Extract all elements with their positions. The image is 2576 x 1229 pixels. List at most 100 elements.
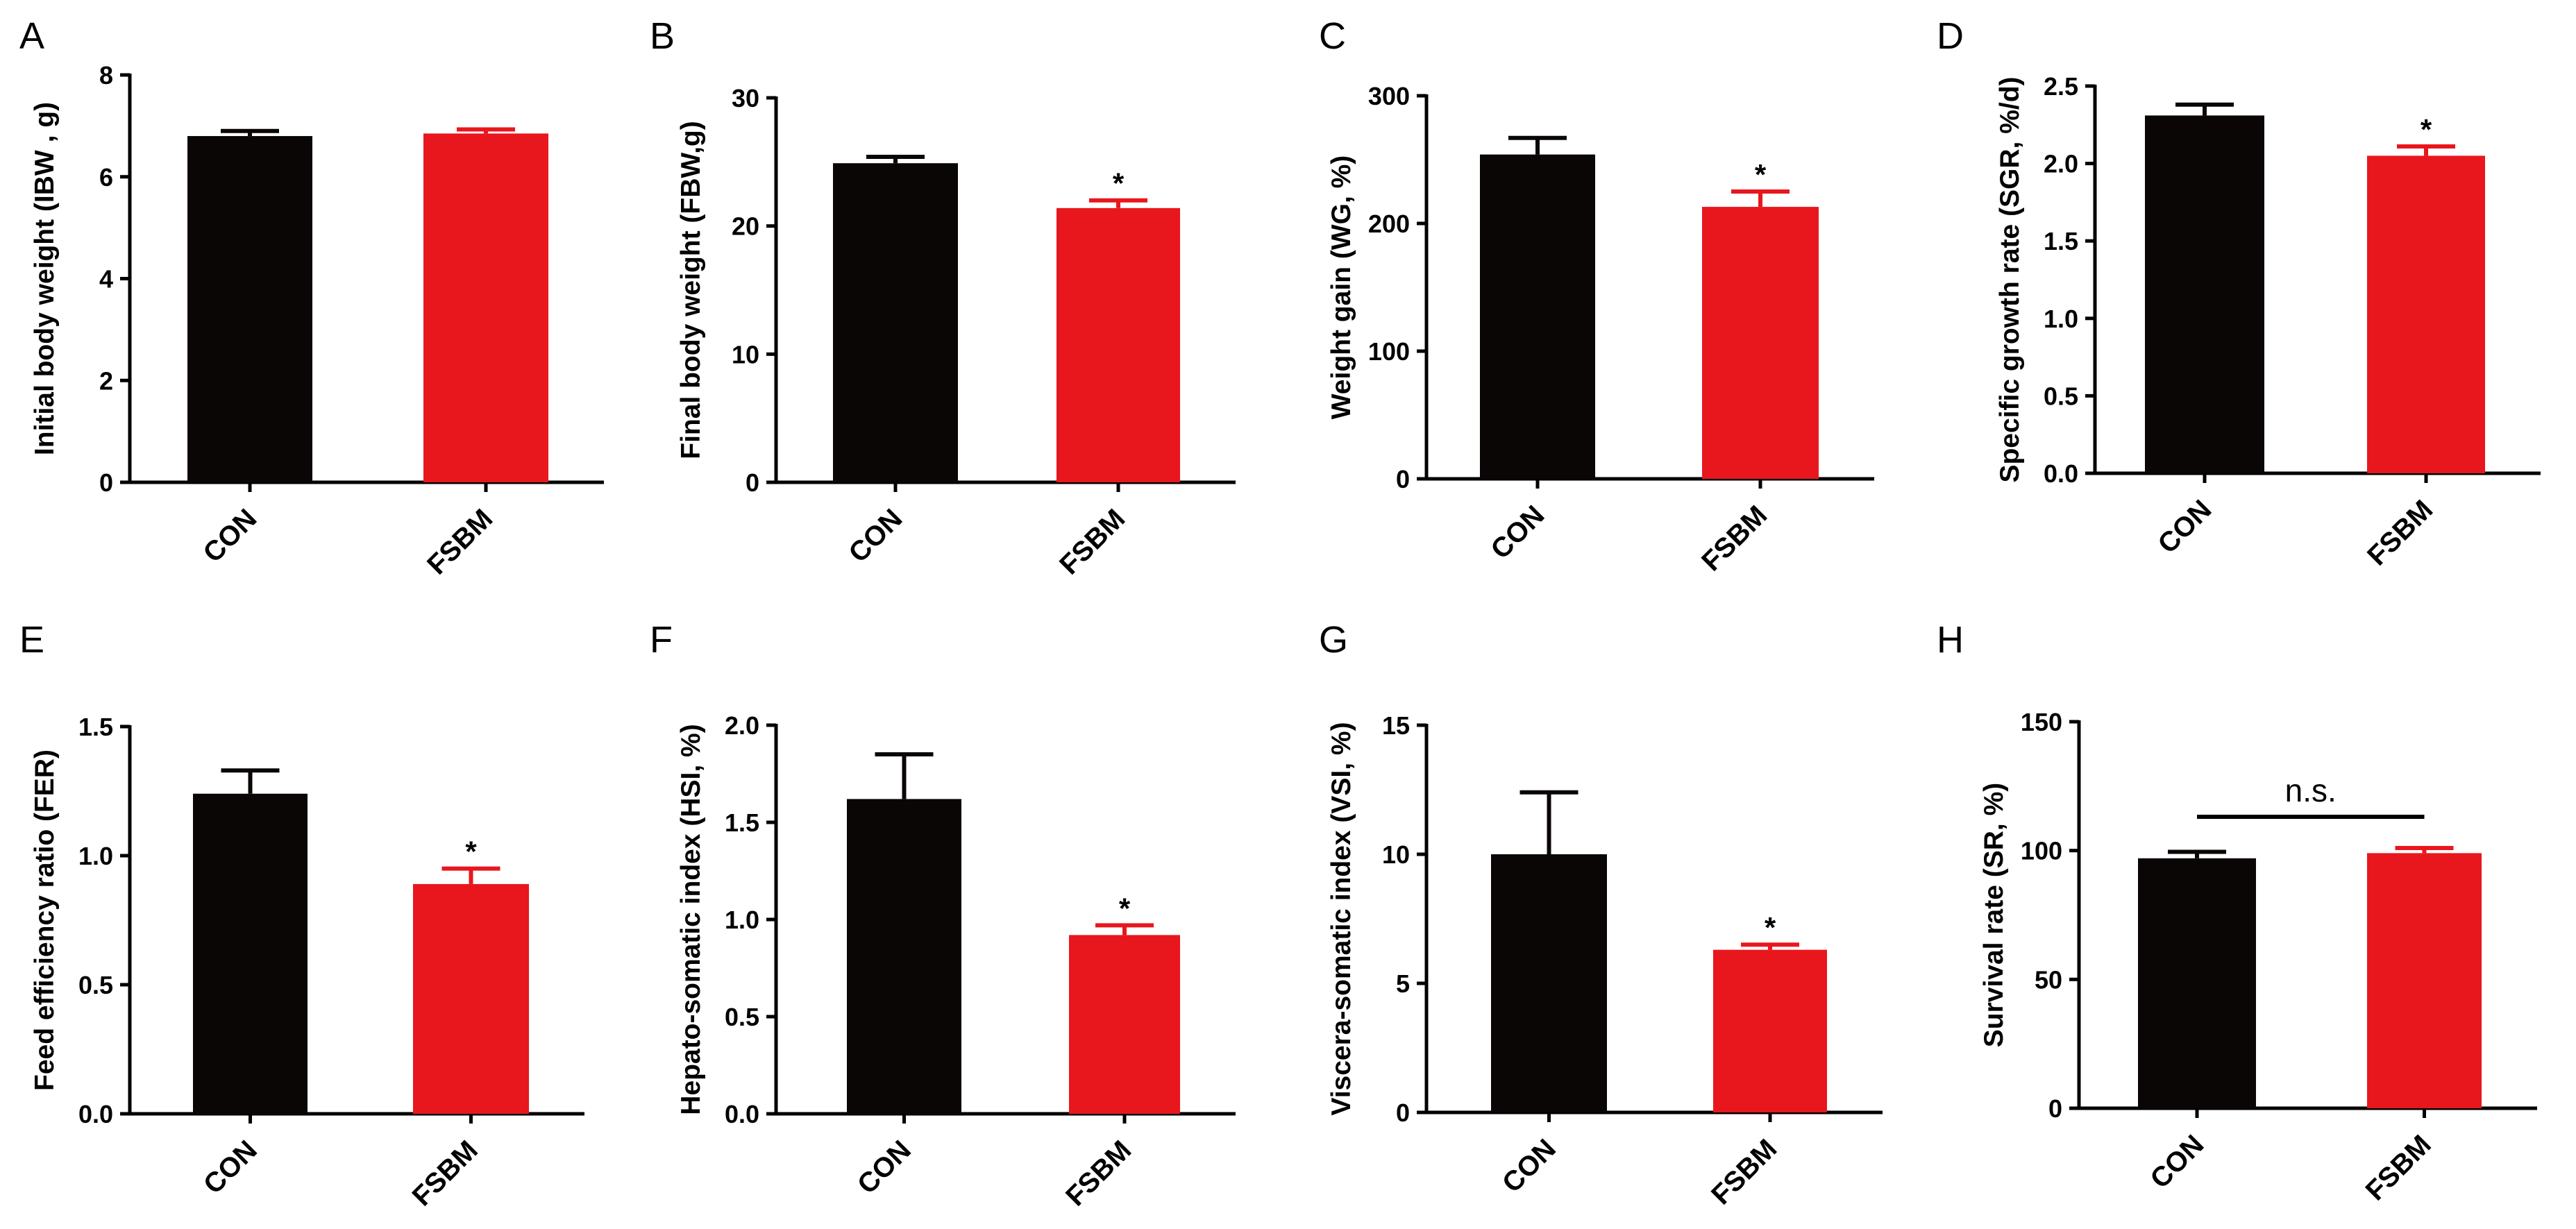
y-tick-label: 0.0 bbox=[2044, 459, 2078, 488]
category-label-con: CON bbox=[1497, 1133, 1562, 1198]
panel-g: G 0 5 10 15 Viscera-somatic index (VSI, %) CON… bbox=[1319, 619, 1883, 1210]
bar-con bbox=[1491, 854, 1607, 1112]
panel-letter: C bbox=[1319, 15, 1346, 57]
y-tick-label: 0 bbox=[2048, 1094, 2062, 1123]
y-tick-label: 0.5 bbox=[78, 971, 113, 999]
bar-con bbox=[1480, 154, 1595, 479]
y-tick-label: 0.5 bbox=[725, 1003, 759, 1031]
panel-b: B 0 10 20 30 Final body weight (FBW,g) CON FSBM… bbox=[650, 15, 1236, 580]
category-label-fsbm: FSBM bbox=[1060, 1135, 1137, 1212]
panel-f: F 0.0 0.5 1.0 1.5 2.0 Hepato-somatic index (HS… bbox=[650, 619, 1236, 1212]
y-axis-title: Weight gain (WG, %) bbox=[1327, 155, 1356, 420]
y-tick-label: 30 bbox=[732, 84, 759, 112]
y-tick-label: 0 bbox=[99, 468, 113, 497]
y-tick-label: 5 bbox=[1396, 969, 1410, 998]
y-tick-label: 0 bbox=[1396, 1099, 1410, 1127]
bar-fsbm bbox=[413, 883, 529, 1114]
y-tick-label: 0.0 bbox=[725, 1100, 759, 1128]
panel-letter: B bbox=[650, 15, 675, 57]
panel-e: E 0.0 0.5 1.0 1.5 Feed efficiency ratio (FER)… bbox=[19, 619, 584, 1212]
y-axis-title: Viscera-somatic index (VSI, %) bbox=[1327, 722, 1356, 1115]
category-label-con: CON bbox=[197, 503, 262, 568]
y-tick-label: 100 bbox=[1368, 337, 1410, 366]
bar-fsbm bbox=[1057, 207, 1180, 482]
category-label-fsbm: FSBM bbox=[2360, 1129, 2437, 1206]
y-tick-label: 0 bbox=[1396, 465, 1410, 493]
y-tick-label: 1.5 bbox=[725, 808, 759, 837]
category-label-fsbm: FSBM bbox=[407, 1135, 484, 1212]
y-tick-label: 10 bbox=[1382, 840, 1410, 869]
panel-letter: F bbox=[650, 619, 673, 661]
bar-fsbm bbox=[2367, 853, 2482, 1108]
y-tick-label: 50 bbox=[2035, 965, 2062, 994]
y-tick-label: 2.5 bbox=[2044, 72, 2078, 101]
panel-letter: A bbox=[19, 15, 44, 57]
y-tick-label: 0 bbox=[746, 468, 759, 497]
category-label-fsbm: FSBM bbox=[1054, 503, 1131, 580]
y-tick-label: 1.0 bbox=[78, 842, 113, 870]
y-tick-label: 1.5 bbox=[2044, 227, 2078, 255]
significance-marker: * bbox=[1755, 158, 1767, 191]
significance-marker: * bbox=[1765, 911, 1776, 944]
panel-letter: E bbox=[19, 619, 44, 661]
bar-fsbm bbox=[2367, 155, 2485, 473]
panel-a: A 0 2 4 6 8 Initial body weight (IBW , g) CON FS… bbox=[19, 15, 604, 580]
y-tick-label: 2.0 bbox=[2044, 150, 2078, 178]
bracket-label: n.s. bbox=[2285, 772, 2337, 808]
significance-marker: * bbox=[2421, 113, 2432, 146]
category-label-fsbm: FSBM bbox=[1696, 500, 1773, 577]
category-label-con: CON bbox=[198, 1135, 263, 1200]
category-label-con: CON bbox=[852, 1135, 917, 1200]
y-tick-label: 0.0 bbox=[78, 1100, 113, 1128]
panel-letter: H bbox=[1937, 619, 1964, 661]
y-axis-title: Final body weight (FBW,g) bbox=[676, 121, 706, 459]
y-axis-title: Survival rate (SR, %) bbox=[1979, 783, 2009, 1047]
y-tick-label: 8 bbox=[99, 61, 113, 90]
y-tick-label: 4 bbox=[99, 265, 113, 294]
y-axis-title: Hepato-somatic index (HSI, %) bbox=[676, 724, 706, 1114]
bar-fsbm bbox=[1702, 207, 1819, 479]
y-tick-label: 0.5 bbox=[2044, 382, 2078, 410]
significance-marker: * bbox=[1119, 892, 1131, 924]
y-tick-label: 1.0 bbox=[725, 906, 759, 934]
y-tick-label: 200 bbox=[1368, 210, 1410, 238]
category-label-fsbm: FSBM bbox=[1706, 1133, 1783, 1210]
bar-con bbox=[847, 799, 961, 1114]
significance-marker: * bbox=[465, 836, 477, 868]
y-tick-label: 6 bbox=[99, 163, 113, 192]
y-axis-title: Initial body weight (IBW , g) bbox=[30, 102, 60, 455]
significance-marker: * bbox=[1113, 167, 1125, 200]
category-label-con: CON bbox=[2144, 1129, 2209, 1194]
y-tick-label: 15 bbox=[1382, 711, 1410, 740]
category-label-fsbm: FSBM bbox=[2362, 494, 2439, 571]
y-tick-label: 20 bbox=[732, 212, 759, 241]
category-label-con: CON bbox=[1485, 500, 1550, 565]
category-label-con: CON bbox=[2152, 494, 2217, 559]
panel-h: H 0 50 100 150 Survival rate (SR, %) CON FSBM n.… bbox=[1937, 619, 2537, 1206]
bar-con bbox=[193, 793, 308, 1114]
y-tick-label: 2.0 bbox=[725, 711, 759, 740]
y-tick-label: 2 bbox=[99, 366, 113, 395]
y-axis-title: Specific growth rate (SGR, %/d) bbox=[1995, 76, 2025, 482]
y-tick-label: 150 bbox=[2021, 708, 2062, 736]
panel-letter: G bbox=[1319, 619, 1348, 661]
panel-d: D 0.0 0.5 1.0 1.5 2.0 2.5 Specific growth rate … bbox=[1937, 15, 2541, 571]
panel-letter: D bbox=[1937, 15, 1964, 57]
bar-con bbox=[187, 136, 312, 483]
y-tick-label: 1.0 bbox=[2044, 305, 2078, 333]
bar-fsbm bbox=[423, 133, 548, 482]
y-tick-label: 300 bbox=[1368, 82, 1410, 110]
y-tick-label: 10 bbox=[732, 340, 759, 368]
y-axis-title: Feed efficiency ratio (FER) bbox=[30, 749, 60, 1091]
bar-con bbox=[2145, 115, 2264, 473]
y-tick-label: 100 bbox=[2021, 837, 2062, 865]
bar-fsbm bbox=[1069, 935, 1180, 1114]
bar-con bbox=[833, 163, 958, 482]
bar-con bbox=[2138, 858, 2256, 1108]
y-tick-label: 1.5 bbox=[78, 713, 113, 741]
panel-c: C 0 100 200 300 Weight gain (WG, %) CON FSBM * bbox=[1319, 15, 1874, 577]
category-label-con: CON bbox=[843, 503, 908, 568]
category-label-fsbm: FSBM bbox=[421, 503, 498, 580]
bar-fsbm bbox=[1713, 949, 1827, 1112]
